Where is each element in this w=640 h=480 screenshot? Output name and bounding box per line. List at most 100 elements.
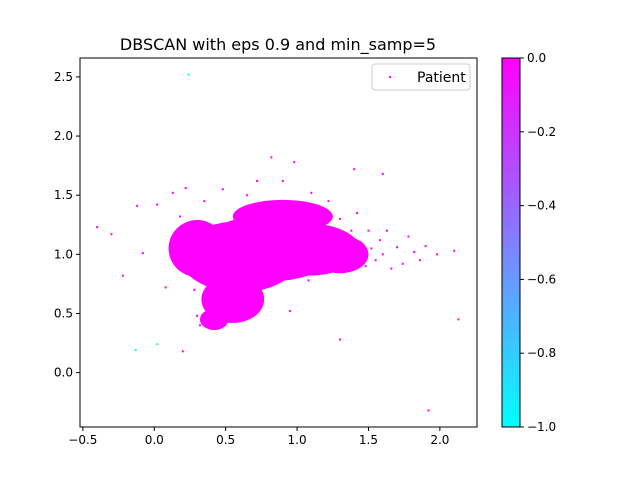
- patient-point-40: [307, 279, 310, 282]
- patient-point-25: [253, 232, 256, 235]
- patient-point-14: [207, 274, 210, 277]
- patient-point-12: [198, 324, 201, 327]
- patient-point-22: [241, 239, 244, 242]
- patient-point-67: [413, 250, 416, 253]
- patient-point-2: [121, 274, 124, 277]
- patient-point-7: [171, 191, 174, 194]
- colorbar-tick-label: −0.8: [527, 346, 556, 360]
- patient-point-46: [327, 200, 330, 203]
- patient-point-66: [407, 235, 410, 238]
- patient-point-45: [324, 239, 327, 242]
- legend: Patient: [371, 63, 471, 91]
- patient-point-68: [418, 259, 421, 262]
- patient-point-63: [390, 267, 393, 270]
- patient-point-1: [110, 233, 113, 236]
- plot-frame: [79, 57, 478, 428]
- patient-point-31: [274, 203, 277, 206]
- noise-point-1: [134, 349, 137, 352]
- x-tick-label: 1.0: [288, 433, 307, 447]
- y-axis: 0.0 0.5 1.0 1.5 2.0 2.5: [54, 70, 80, 380]
- x-tick-label: 0.5: [216, 433, 235, 447]
- patient-point-54: [356, 211, 359, 214]
- patient-point-24: [250, 265, 253, 268]
- scatter-cloud: [168, 199, 369, 331]
- patient-point-0: [96, 226, 99, 229]
- patient-point-52: [350, 229, 353, 232]
- patient-point-35: [288, 310, 291, 313]
- patient-point-74: [181, 350, 184, 353]
- patient-point-65: [401, 262, 404, 265]
- patient-point-18: [224, 250, 227, 253]
- patient-point-61: [381, 253, 384, 256]
- patient-point-71: [453, 249, 456, 252]
- patient-point-19: [231, 279, 234, 282]
- patient-point-20: [236, 217, 239, 220]
- patient-point-23: [246, 194, 249, 197]
- legend-box: [371, 63, 471, 91]
- legend-label-patient: Patient: [417, 70, 466, 86]
- patient-point-8: [178, 215, 181, 218]
- patient-point-16: [217, 300, 220, 303]
- x-tick-label: 1.5: [359, 433, 378, 447]
- patient-point-58: [370, 247, 373, 250]
- patient-point-32: [278, 267, 281, 270]
- patient-point-21: [238, 310, 241, 313]
- patient-point-62: [386, 229, 389, 232]
- y-tick-label: 2.5: [54, 70, 73, 84]
- patient-point-42: [313, 255, 316, 258]
- cluster-density-7: [232, 199, 333, 234]
- patient-point-50: [341, 243, 344, 246]
- patient-point-29: [267, 259, 270, 262]
- patient-point-57: [367, 229, 370, 232]
- x-tick-label: −0.5: [68, 433, 97, 447]
- patient-point-13: [203, 200, 206, 203]
- patient-point-36: [293, 274, 296, 277]
- patient-point-39: [303, 235, 306, 238]
- cluster-density-6: [311, 235, 369, 274]
- colorbar-tick-label: −0.2: [527, 125, 556, 139]
- patient-point-75: [293, 161, 296, 164]
- patient-point-78: [270, 156, 273, 159]
- patient-point-49: [338, 217, 341, 220]
- patient-point-15: [210, 232, 213, 235]
- y-tick-label: 2.0: [54, 129, 73, 143]
- patient-point-41: [310, 191, 313, 194]
- legend-marker: [389, 76, 391, 78]
- patient-point-5: [156, 203, 159, 206]
- patient-point-73: [427, 409, 430, 412]
- patient-point-77: [381, 172, 384, 175]
- patient-point-38: [298, 247, 301, 250]
- patient-point-9: [184, 187, 187, 190]
- patient-point-3: [136, 204, 139, 207]
- colorbar: [501, 57, 521, 428]
- patient-point-10: [193, 288, 196, 291]
- patient-point-30: [270, 243, 273, 246]
- patient-point-79: [338, 338, 341, 341]
- patient-point-47: [331, 250, 334, 253]
- cluster-density-4: [199, 308, 229, 331]
- x-axis: −0.5 0.0 0.5 1.0 1.5 2.0: [68, 427, 449, 447]
- noise-point-0: [187, 73, 190, 76]
- patient-point-27: [260, 286, 263, 289]
- noise-point-2: [156, 343, 159, 346]
- colorbar-tick-label: −0.6: [527, 272, 556, 286]
- y-tick-label: 1.0: [54, 247, 73, 261]
- patient-point-4: [141, 252, 144, 255]
- chart-title: DBSCAN with eps 0.9 and min_samp=5: [120, 35, 436, 55]
- patient-point-70: [436, 253, 439, 256]
- colorbar-tick-label: −1.0: [527, 420, 556, 434]
- y-tick-label: 1.5: [54, 188, 73, 202]
- colorbar-tick-label: 0.0: [527, 51, 546, 65]
- patient-point-43: [317, 220, 320, 223]
- patient-point-60: [378, 239, 381, 242]
- patient-point-53: [353, 253, 356, 256]
- x-tick-label: 0.0: [145, 433, 164, 447]
- patient-point-37: [296, 208, 299, 211]
- patient-point-28: [264, 211, 267, 214]
- patient-point-55: [360, 241, 363, 244]
- patient-point-48: [336, 262, 339, 265]
- y-tick-label: 0.5: [54, 306, 73, 320]
- cluster-density-5: [168, 220, 226, 277]
- colorbar-tick-label: −0.4: [527, 199, 556, 213]
